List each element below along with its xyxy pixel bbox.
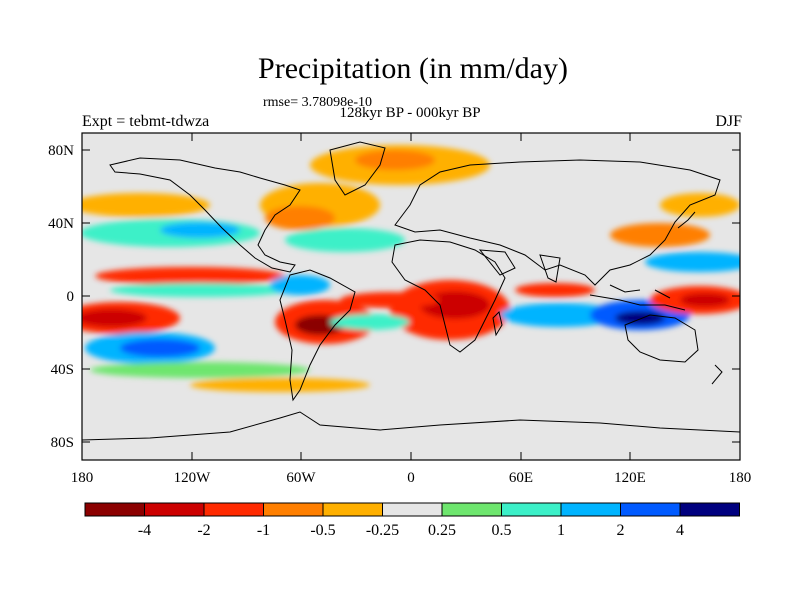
colorbar-label: 2 (617, 522, 625, 539)
colorbar-label: -4 (138, 522, 151, 539)
colorbar-label: 0.5 (492, 522, 512, 539)
rmse-label: rmse= 3.78098e-10 (263, 95, 372, 110)
colorbar-swatch (263, 503, 323, 516)
x-tick-label: 180 (729, 470, 752, 486)
field-north-pacific-dry (82, 193, 210, 217)
field-north-atlantic-wet (285, 228, 405, 252)
colorbar: -4 -2 -1 -0.5 -0.25 0.25 0.5 1 2 4 (84, 502, 740, 539)
field-indian-ocean-dry (515, 283, 595, 297)
colorbar-label: 0.25 (428, 522, 456, 539)
coast-new-zealand (711, 364, 723, 385)
colorbar-swatch (204, 503, 264, 516)
coast-madagascar (492, 311, 503, 337)
coastlines (82, 141, 740, 441)
coast-north-america (109, 157, 301, 273)
y-tick-label: 80S (51, 435, 74, 451)
colorbar-label: -0.5 (310, 522, 335, 539)
coast-arabia-india (478, 249, 561, 283)
coast-japan (677, 211, 696, 229)
field-arctic-dry-core (355, 150, 435, 170)
field-north-west-pacific-wet (645, 252, 740, 272)
y-tick-label: 40N (48, 216, 74, 232)
x-tick-label: 120E (614, 470, 646, 486)
coast-australia (624, 314, 699, 363)
colorbar-swatch (561, 503, 621, 516)
x-tick-label: 60W (286, 470, 316, 486)
colorbar-label: -0.25 (366, 522, 399, 539)
colorbar-swatch (442, 503, 502, 516)
coast-south-america (279, 269, 356, 402)
experiment-label: Expt = tebmt-tdwza (82, 113, 210, 130)
y-tick-label: 0 (67, 289, 75, 305)
coast-greenland (329, 141, 386, 196)
x-tick-label: 0 (407, 470, 415, 486)
colorbar-swatch (144, 503, 204, 516)
colorbar-swatch (382, 503, 442, 516)
colorbar-label: -2 (197, 522, 210, 539)
y-tick-label: 80N (48, 143, 74, 159)
field-north-pacific-wet-core (160, 222, 240, 238)
field-north-west-pacific-dry (660, 193, 740, 217)
coast-africa (391, 239, 506, 353)
field-east-asia-dry (610, 223, 710, 247)
field-tropical-atlantic-dry (340, 292, 440, 308)
x-tick-label: 180 (71, 470, 94, 486)
season-label: DJF (715, 113, 742, 130)
axis-ticks (82, 133, 740, 460)
precipitation-field (82, 145, 740, 392)
coast-eurasia (394, 159, 721, 286)
field-southern-ocean-dry (190, 378, 370, 392)
field-maritime-continent-core (615, 311, 665, 325)
coast-antarctica (82, 411, 740, 441)
colorbar-swatch (620, 503, 680, 516)
colorbar-label: -1 (257, 522, 270, 539)
colorbar-swatch (323, 503, 383, 516)
field-south-pacific-wet-core (120, 339, 200, 357)
colorbar-swatch (501, 503, 561, 516)
field-equatorial-pacific-wet (110, 283, 290, 297)
x-tick-label: 120W (174, 470, 212, 486)
field-south-west-pacific-core (680, 293, 730, 307)
field-amazon-wet (270, 275, 330, 295)
colorbar-label: 1 (557, 522, 565, 539)
x-tick-label: 60E (509, 470, 533, 486)
y-tick-label: 40S (51, 362, 74, 378)
field-east-pacific-south-core (82, 309, 147, 327)
field-south-atlantic-wet (330, 314, 410, 330)
field-indian-ocean-wet (500, 303, 620, 327)
field-southern-ocean-wet (90, 362, 310, 378)
field-north-atlantic-dry-core (265, 206, 335, 230)
colorbar-swatch (680, 503, 740, 516)
chart-title: Precipitation (in mm/day) (258, 52, 568, 85)
colorbar-label: 4 (676, 522, 684, 539)
field-north-equatorial-pacific-dry (95, 267, 285, 285)
chart-subtitle: 128kyr BP - 000kyr BP (339, 105, 481, 121)
coast-indonesia (589, 284, 686, 311)
colorbar-swatch (85, 503, 145, 516)
